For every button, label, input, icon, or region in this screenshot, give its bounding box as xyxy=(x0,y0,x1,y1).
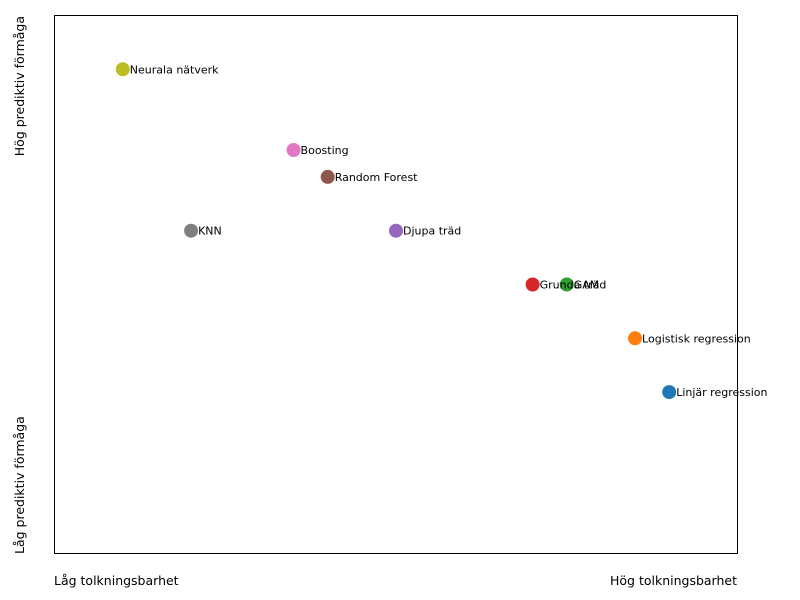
data-label: Grunda träd xyxy=(540,279,607,292)
data-label: GAM xyxy=(574,279,600,292)
data-label: Logistisk regression xyxy=(642,332,751,345)
data-point xyxy=(559,277,574,292)
data-label: Boosting xyxy=(301,144,349,157)
data-point xyxy=(628,331,643,346)
y-axis-high-label: Hög prediktiv förmåga xyxy=(12,16,27,156)
data-label: Djupa träd xyxy=(403,225,461,238)
x-axis-low-label: Låg tolkningsbarhet xyxy=(54,573,179,588)
data-labels: Linjär regression Logistisk regression GAM… xyxy=(130,63,768,399)
data-point xyxy=(662,385,677,400)
data-label: Linjär regression xyxy=(676,386,767,399)
data-point xyxy=(115,62,130,77)
data-label: Random Forest xyxy=(335,171,418,184)
data-point xyxy=(525,277,540,292)
x-axis-high-label: Hög tolkningsbarhet xyxy=(610,573,737,588)
data-point xyxy=(320,169,335,184)
data-point xyxy=(184,223,199,238)
data-label: KNN xyxy=(198,225,222,238)
data-label: Neurala nätverk xyxy=(130,63,219,76)
data-point xyxy=(286,143,301,157)
y-axis-low-label: Låg prediktiv förmåga xyxy=(12,416,27,554)
data-point xyxy=(389,223,403,238)
plot-area-frame xyxy=(54,15,738,554)
data-points xyxy=(115,62,677,400)
